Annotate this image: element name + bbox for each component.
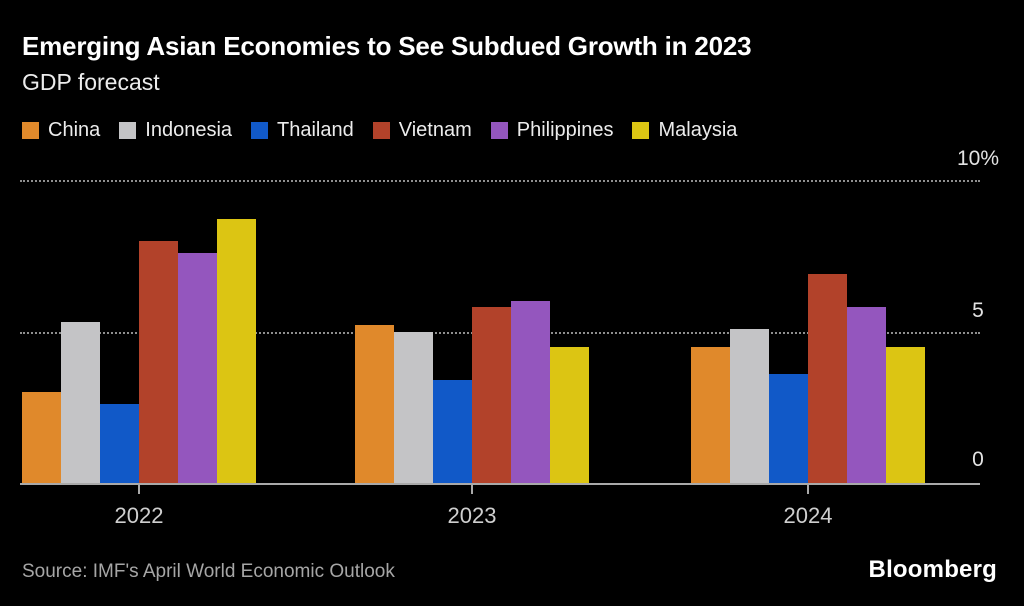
legend-label: Philippines xyxy=(516,119,614,141)
source-note: Source: IMF's April World Economic Outlo… xyxy=(22,561,395,582)
bar-malaysia-2023 xyxy=(550,346,589,483)
bar-china-2023 xyxy=(355,325,394,483)
bar-malaysia-2024 xyxy=(886,346,925,483)
bar-china-2022 xyxy=(22,392,61,483)
legend-swatch-china xyxy=(22,122,39,139)
bar-indonesia-2024 xyxy=(730,328,769,483)
legend-label: Vietnam xyxy=(398,119,472,141)
legend-swatch-malaysia xyxy=(632,122,650,139)
bar-philippines-2022 xyxy=(178,252,217,483)
plot-area xyxy=(20,180,980,483)
bar-vietnam-2023 xyxy=(472,307,511,483)
gridline-10 xyxy=(20,180,980,182)
x-axis-tick-2022 xyxy=(138,485,140,494)
bar-thailand-2023 xyxy=(433,380,472,483)
x-axis-label-2022: 2022 xyxy=(114,503,164,528)
chart-legend: China Indonesia Thailand Vietnam Philipp… xyxy=(22,119,737,142)
legend-label: Malaysia xyxy=(658,119,738,141)
bar-china-2024 xyxy=(691,346,730,483)
legend-item-malaysia: Malaysia xyxy=(632,119,737,142)
legend-label: China xyxy=(48,119,101,141)
bar-indonesia-2023 xyxy=(394,331,433,483)
x-axis-label-2024: 2024 xyxy=(783,503,833,528)
legend-item-china: China xyxy=(22,119,100,142)
legend-item-thailand: Thailand xyxy=(251,119,354,142)
x-axis-label-2023: 2023 xyxy=(447,503,497,528)
bar-thailand-2022 xyxy=(100,404,139,483)
chart-subtitle: GDP forecast xyxy=(22,69,160,95)
chart-title: Emerging Asian Economies to See Subdued … xyxy=(22,31,752,61)
legend-item-vietnam: Vietnam xyxy=(372,119,472,142)
bar-philippines-2023 xyxy=(511,301,550,483)
bar-indonesia-2022 xyxy=(61,322,100,483)
legend-swatch-indonesia xyxy=(119,122,137,139)
legend-item-indonesia: Indonesia xyxy=(119,119,232,142)
bloomberg-logo: Bloomberg xyxy=(868,556,997,583)
legend-swatch-thailand xyxy=(251,122,269,139)
y-axis-label-10: 10% xyxy=(956,147,1000,170)
bar-vietnam-2024 xyxy=(808,273,847,483)
legend-label: Indonesia xyxy=(145,119,233,141)
bar-philippines-2024 xyxy=(847,307,886,483)
bar-thailand-2024 xyxy=(769,373,808,483)
legend-label: Thailand xyxy=(277,119,354,141)
bar-malaysia-2022 xyxy=(217,219,256,483)
x-axis-line xyxy=(20,483,980,485)
bar-vietnam-2022 xyxy=(139,240,178,483)
y-axis-label-0: 0 xyxy=(972,448,984,471)
x-axis-tick-2024 xyxy=(807,485,809,494)
legend-swatch-vietnam xyxy=(372,122,390,139)
x-axis-tick-2023 xyxy=(471,485,473,494)
legend-item-philippines: Philippines xyxy=(490,119,614,142)
y-axis-label-5: 5 xyxy=(972,299,984,322)
legend-swatch-philippines xyxy=(490,122,508,139)
